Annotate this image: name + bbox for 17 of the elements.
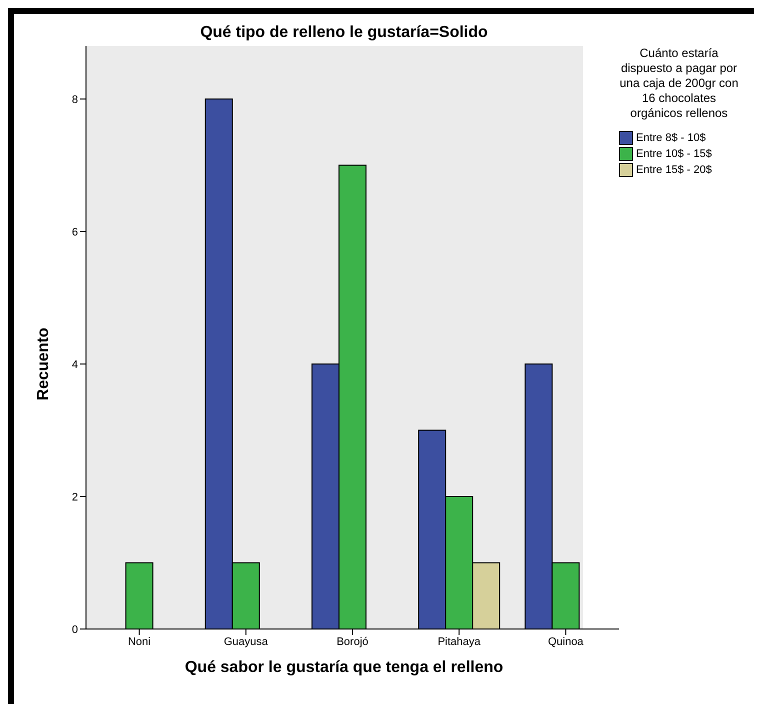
legend-title: Cuánto estaría dispuesto a pagar por una caja de 200gr con 16 chocolates orgánicos rellenos: [619, 46, 739, 121]
y-tick-label: 4: [72, 358, 78, 371]
y-axis-title: Recuento: [35, 328, 53, 400]
chart-title: Qué tipo de relleno le gustaría=Solido: [199, 24, 489, 42]
legend-label: Entre 10$ - 15$: [636, 148, 712, 160]
legend-label: Entre 8$ - 10$: [636, 132, 706, 144]
x-tick-label: Guayusa: [224, 636, 269, 648]
x-axis-title: Qué sabor le gustaría que tenga el relleno: [184, 659, 504, 677]
legend-label: Entre 15$ - 20$: [636, 164, 712, 176]
x-tick-label: Pitahaya: [438, 636, 482, 648]
y-tick-label: 8: [72, 94, 78, 106]
y-tick-label: 2: [72, 491, 78, 504]
x-tick-label: Borojó: [336, 636, 368, 648]
x-tick-label: Quinoa: [548, 636, 584, 648]
x-tick-label: Noni: [128, 636, 151, 648]
y-tick-label: 6: [72, 226, 78, 238]
y-tick-label: 0: [72, 624, 78, 636]
